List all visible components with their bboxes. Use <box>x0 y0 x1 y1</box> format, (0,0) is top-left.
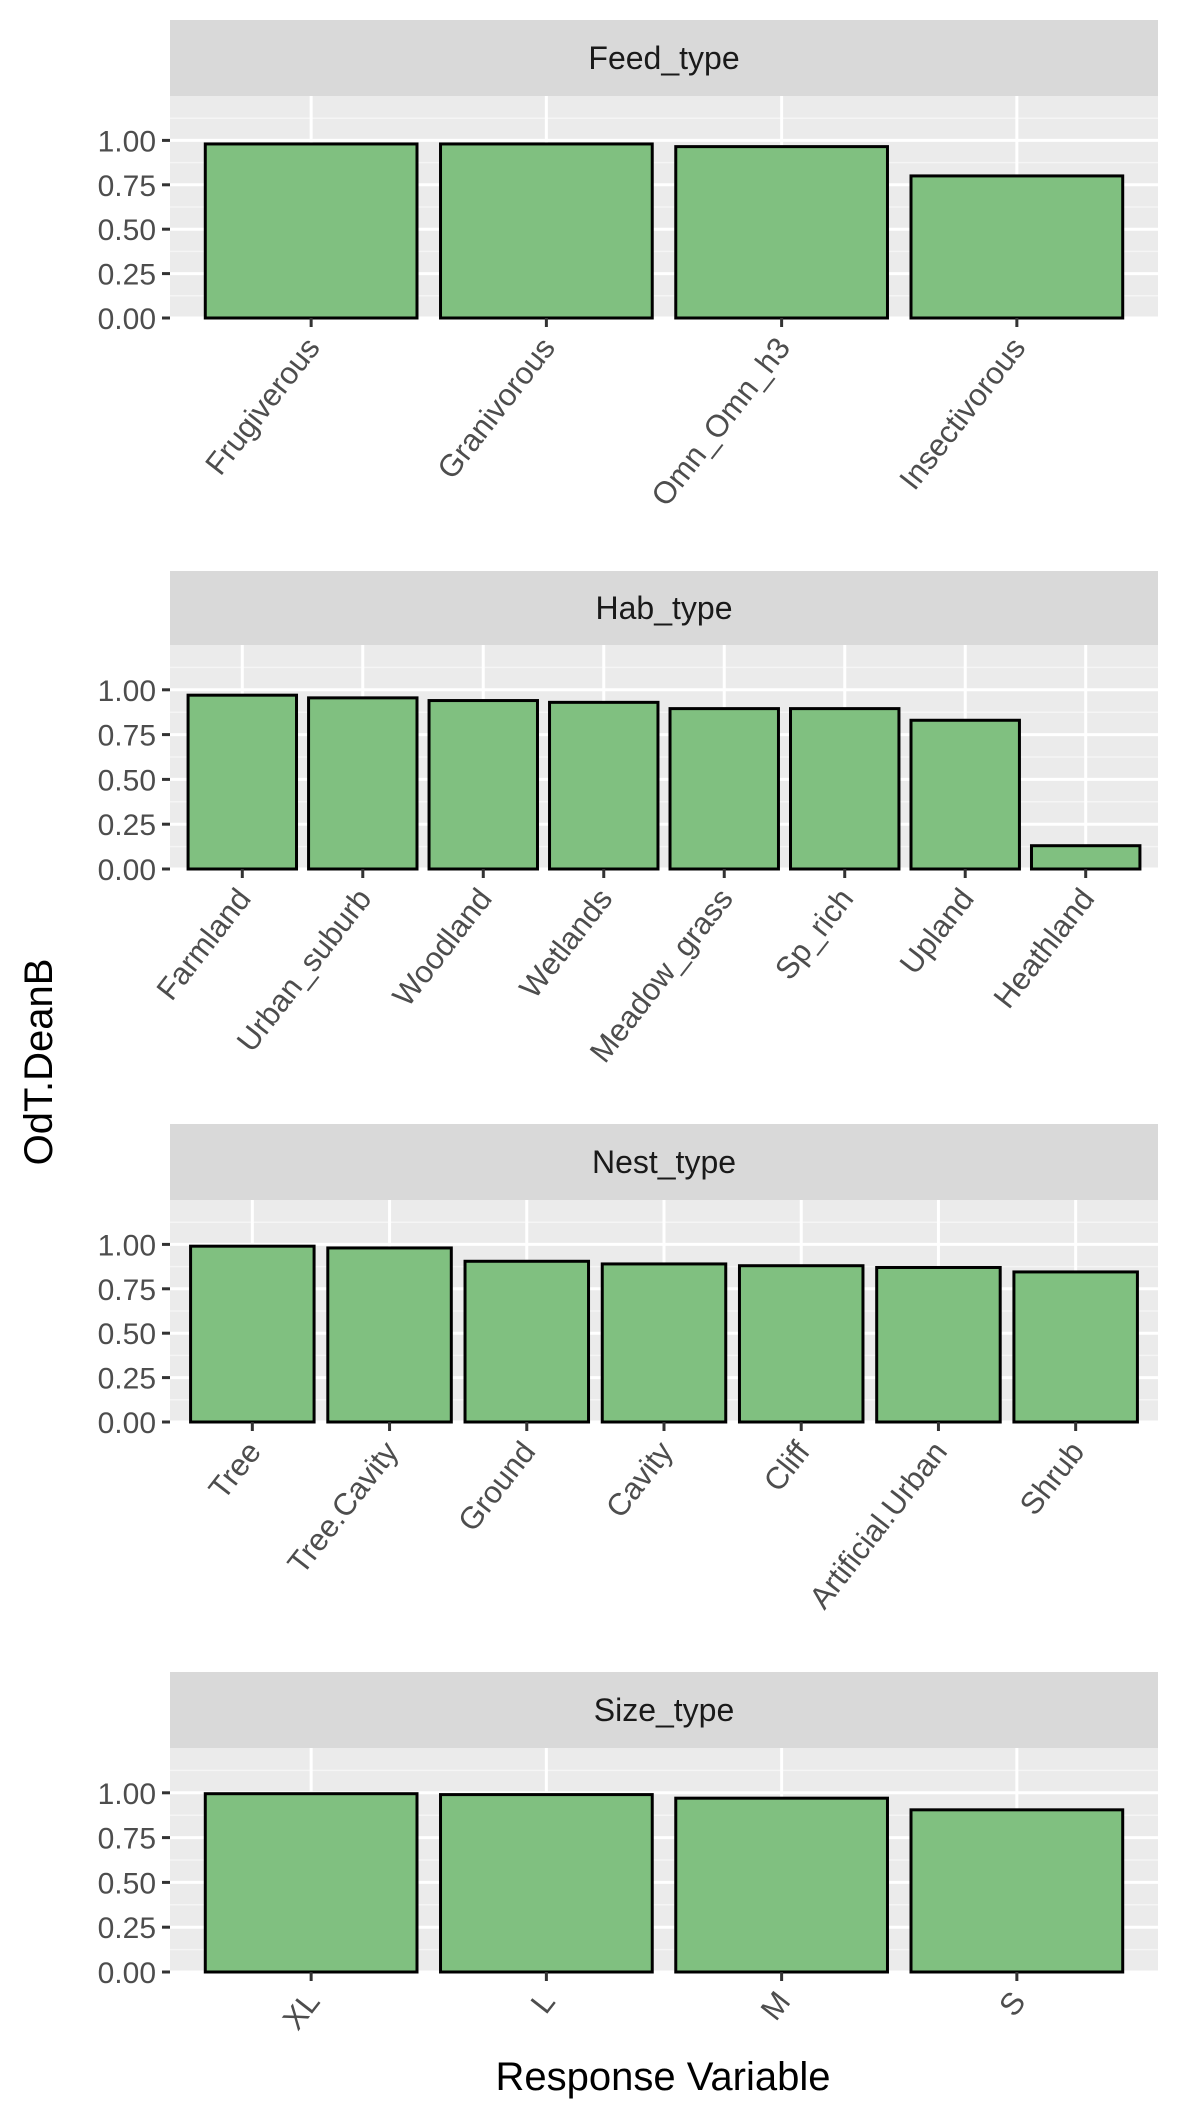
bar <box>1012 1270 1139 1424</box>
bar <box>189 1244 316 1424</box>
y-tick-label: 0.25 <box>98 809 156 842</box>
x-tick-label: XL <box>276 1985 327 2036</box>
x-tick-label: Wetlands <box>512 882 619 1005</box>
bar <box>737 1264 865 1424</box>
bar <box>674 145 889 320</box>
y-tick-label: 0.75 <box>98 170 156 203</box>
y-tick-label: 0.50 <box>98 1867 156 1900</box>
facet-strip <box>170 571 1158 645</box>
y-axis-title: OdT.DeanB <box>17 959 61 1166</box>
x-tick-label: Omn_Omn_h3 <box>644 331 797 513</box>
x-tick-label: Heathland <box>987 882 1102 1015</box>
bar <box>1029 844 1142 871</box>
facet-title: Nest_type <box>592 1144 736 1180</box>
bar <box>909 1808 1125 1974</box>
x-tick-label: Shrub <box>1013 1435 1092 1522</box>
bar <box>439 142 654 320</box>
x-tick-label: Farmland <box>150 882 258 1007</box>
x-axis-title: Response Variable <box>495 2055 830 2099</box>
x-tick-label: Upland <box>893 882 981 981</box>
facet-title: Feed_type <box>588 40 739 76</box>
bar <box>789 707 901 871</box>
facet-strip <box>170 1672 1158 1748</box>
x-tick-label: Ground <box>451 1435 542 1538</box>
x-tick-label: S <box>992 1985 1032 2023</box>
bar <box>307 696 419 871</box>
x-tick-label: L <box>524 1985 562 2020</box>
y-tick-label: 0.25 <box>98 259 156 292</box>
bar <box>909 174 1125 320</box>
y-tick-label: 0.50 <box>98 214 156 247</box>
bar <box>875 1265 1002 1424</box>
x-tick-label: Tree <box>202 1435 268 1506</box>
bar <box>203 142 419 320</box>
bar <box>427 699 539 871</box>
y-tick-label: 0.50 <box>98 764 156 797</box>
bar <box>600 1262 728 1424</box>
bar <box>186 693 299 871</box>
y-tick-label: 1.00 <box>98 1778 156 1811</box>
y-tick-label: 0.75 <box>98 1274 156 1307</box>
y-tick-label: 0.50 <box>98 1318 156 1351</box>
x-tick-label: M <box>754 1985 797 2027</box>
y-tick-label: 0.00 <box>98 303 156 336</box>
y-tick-label: 1.00 <box>98 675 156 708</box>
x-tick-label: Cliff <box>757 1434 817 1497</box>
y-tick-label: 1.00 <box>98 1229 156 1262</box>
y-tick-label: 0.25 <box>98 1912 156 1945</box>
bar <box>203 1792 419 1974</box>
y-tick-label: 0.00 <box>98 1407 156 1440</box>
x-tick-label: Frugiverous <box>198 331 326 482</box>
facet-title: Size_type <box>594 1692 735 1728</box>
y-tick-label: 0.75 <box>98 1823 156 1856</box>
bar <box>439 1793 654 1974</box>
y-tick-label: 1.00 <box>98 125 156 158</box>
x-tick-label: Artificial.Urban <box>802 1435 954 1615</box>
x-tick-label: Sp_rich <box>768 882 860 986</box>
x-tick-label: Insectivorous <box>892 331 1032 496</box>
x-tick-label: Granivorous <box>430 331 562 486</box>
x-tick-label: Cavity <box>599 1434 680 1524</box>
y-tick-label: 0.75 <box>98 720 156 753</box>
y-tick-label: 0.00 <box>98 854 156 887</box>
facet-title: Hab_type <box>596 590 733 626</box>
y-tick-label: 0.00 <box>98 1957 156 1990</box>
facet-strip <box>170 1124 1158 1200</box>
bar <box>668 707 780 871</box>
x-tick-label: Tree.Cavity <box>281 1434 406 1580</box>
y-tick-label: 0.25 <box>98 1363 156 1396</box>
x-tick-label: Woodland <box>386 882 499 1013</box>
bar <box>463 1259 591 1424</box>
bar <box>326 1246 453 1424</box>
bar <box>909 718 1021 871</box>
facet-strip <box>170 20 1158 96</box>
bar <box>674 1796 889 1974</box>
bar <box>548 700 660 871</box>
